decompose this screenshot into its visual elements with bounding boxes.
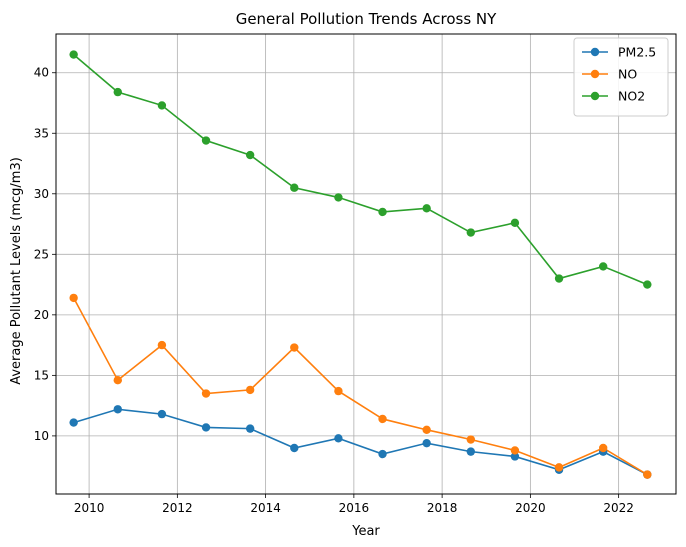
data-point-no2 [334, 193, 343, 202]
y-tick-label: 35 [34, 126, 49, 140]
axes-frame [55, 33, 677, 495]
data-point-no [466, 435, 476, 444]
data-point-no [201, 389, 211, 398]
data-point-no2 [422, 204, 431, 213]
chart-title: General Pollution Trends Across NY [236, 10, 497, 28]
series-line-pm2-5 [73, 408, 648, 476]
series-line-no [72, 297, 648, 476]
y-tick-label: 20 [34, 308, 49, 322]
y-tick-label: 15 [34, 368, 49, 382]
data-point-no2 [113, 87, 122, 97]
data-point-no2 [157, 101, 167, 110]
y-tick-label: 25 [34, 247, 49, 261]
x-axis-ticks: 2010 2012 2014 2016 2018 2020 2022 [74, 494, 634, 515]
data-point-no [378, 414, 387, 424]
y-tick-label: 10 [34, 429, 49, 443]
data-point-no [598, 443, 608, 453]
x-tick-label: 2022 [603, 501, 634, 515]
legend-label-no: NO [618, 67, 637, 82]
series-markers [69, 50, 652, 479]
y-tick-label: 40 [34, 66, 49, 80]
x-tick-label: 2014 [250, 501, 281, 515]
data-point-pm2-5 [245, 424, 255, 433]
data-point-no2 [378, 207, 387, 217]
x-tick-label: 2016 [339, 501, 370, 515]
legend: PM2.5 NO NO2 [573, 37, 669, 117]
data-point-no [422, 425, 431, 435]
x-axis-label: Year [351, 524, 380, 539]
grid-lines [56, 34, 676, 494]
legend-label-no2: NO2 [618, 89, 645, 104]
data-point-no2 [510, 218, 520, 228]
data-point-no [334, 386, 343, 396]
data-point-no2 [554, 274, 564, 283]
data-point-pm2-5 [201, 423, 211, 432]
data-point-no [69, 293, 78, 303]
x-tick-label: 2020 [515, 501, 546, 515]
data-point-pm2-5 [378, 449, 387, 459]
data-point-pm2-5 [510, 452, 520, 461]
data-point-pm2-5 [466, 447, 476, 456]
data-point-no [290, 343, 299, 352]
y-axis-ticks: 10 15 20 25 30 35 40 [34, 66, 56, 443]
y-axis-label: Average Pollutant Levels (mcg/m3) [9, 157, 24, 385]
data-point-pm2-5 [422, 438, 431, 448]
data-point-no [113, 376, 122, 385]
x-tick-label: 2018 [427, 501, 458, 515]
series-lines [72, 53, 648, 476]
data-point-no [510, 446, 520, 455]
data-point-no2 [466, 228, 476, 237]
data-point-no2 [643, 280, 652, 289]
data-point-pm2-5 [290, 443, 299, 453]
data-point-no2 [69, 50, 78, 59]
data-point-no2 [201, 136, 211, 145]
x-tick-label: 2012 [162, 501, 193, 515]
series-line-no2 [73, 53, 648, 286]
legend-label-pm2-5: PM2.5 [618, 45, 656, 60]
data-point-no2 [245, 150, 255, 160]
legend-marker-no [590, 69, 600, 79]
x-tick-label: 2010 [74, 501, 105, 515]
data-point-pm2-5 [69, 418, 78, 427]
data-point-pm2-5 [113, 405, 122, 414]
legend-marker-no2 [590, 91, 600, 101]
data-point-no [157, 340, 167, 350]
legend-marker-pm2-5 [590, 47, 600, 57]
data-point-no [245, 385, 255, 395]
data-point-pm2-5 [157, 409, 167, 419]
data-point-no2 [290, 183, 299, 192]
data-point-no [554, 463, 564, 472]
y-tick-label: 30 [34, 187, 49, 201]
data-point-pm2-5 [334, 434, 343, 443]
data-point-no2 [598, 262, 608, 271]
data-point-no [643, 470, 652, 479]
